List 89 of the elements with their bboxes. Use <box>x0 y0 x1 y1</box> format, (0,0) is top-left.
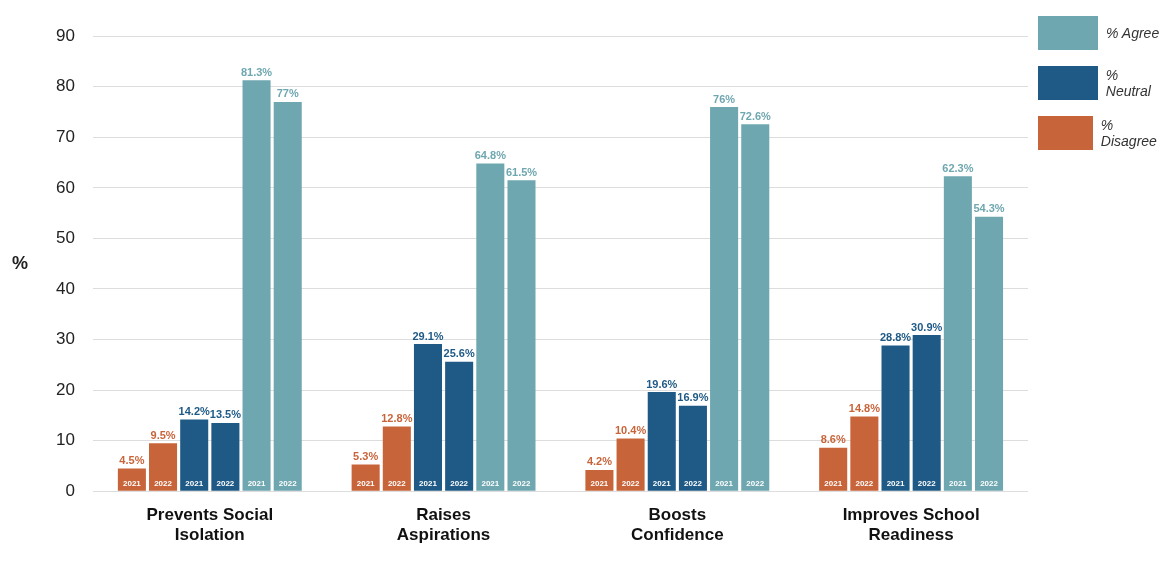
text: 2022 <box>512 478 531 488</box>
text: 2022 <box>216 478 235 488</box>
text: 2021 <box>247 478 266 488</box>
y-tick-label: 20 <box>55 379 75 399</box>
data-label: 54.3% <box>973 202 1005 215</box>
text: 2022 <box>387 478 406 488</box>
annotation: 2022 <box>154 478 173 488</box>
bar <box>445 361 474 491</box>
bar <box>741 124 770 491</box>
bar <box>616 438 645 491</box>
data-label: 64.8% <box>474 149 507 162</box>
text: 2021 <box>419 478 437 488</box>
y-tick-label: 10 <box>55 430 75 450</box>
text: 2022 <box>855 478 874 488</box>
y-tick-label: 90 <box>55 25 75 45</box>
y-tick-label: 80 <box>55 76 75 96</box>
y-tick-label: 40 <box>55 278 75 298</box>
text: 2022 <box>746 478 765 488</box>
x-tick-label: Boosts Confidence <box>631 505 724 545</box>
bar <box>413 344 443 491</box>
bar <box>211 422 240 491</box>
data-label: 14.2% <box>178 404 211 417</box>
data-label: 72.6% <box>739 109 772 122</box>
text: 2021 <box>948 478 967 488</box>
bar <box>678 405 707 491</box>
y-tick-label: 70 <box>55 127 75 146</box>
text: 2021 <box>356 478 375 488</box>
bar <box>819 447 848 491</box>
y-tick-label: 0 <box>65 480 75 500</box>
data-label: 4.2% <box>586 455 613 468</box>
text: % Agree <box>1106 25 1160 41</box>
data-label: 25.6% <box>443 347 475 360</box>
data-label: 8.6% <box>820 433 846 446</box>
data-label: 62.3% <box>942 161 974 174</box>
bar <box>850 416 879 491</box>
data-label: 61.5% <box>505 165 538 178</box>
data-label: 76% <box>713 92 736 105</box>
text: 2021 <box>715 478 733 488</box>
bar <box>149 443 178 491</box>
data-label: 81.3% <box>240 65 273 78</box>
bar <box>647 392 676 491</box>
bar <box>273 101 302 491</box>
y-tick-label: 30 <box>55 329 75 349</box>
bar <box>242 80 271 491</box>
data-label: 30.9% <box>911 320 943 333</box>
bar <box>507 180 536 491</box>
data-label: 10.4% <box>614 424 647 437</box>
text: 2021 <box>886 478 905 488</box>
text: 2022 <box>980 478 998 488</box>
bar <box>382 426 411 491</box>
bar <box>117 468 146 491</box>
text: % Neutral <box>1105 67 1152 99</box>
x-tick-label: Raises Aspirations <box>396 505 491 545</box>
x-tick-label: Prevents Social Isolation <box>146 505 274 545</box>
text: 2022 <box>278 478 297 488</box>
bar <box>710 106 739 491</box>
data-label: 9.5% <box>150 428 176 441</box>
data-label: 5.3% <box>353 449 379 462</box>
data-label: 77% <box>276 87 299 100</box>
text: 2021 <box>652 478 671 488</box>
text: 2022 <box>684 478 702 488</box>
annotation: 2021 <box>122 478 142 488</box>
bar <box>912 334 941 491</box>
data-label: 16.9% <box>677 391 709 404</box>
data-label: 19.6% <box>646 377 678 390</box>
text: 2021 <box>590 478 609 488</box>
bar <box>180 419 209 491</box>
text: % Disagree <box>1100 117 1158 149</box>
text: 2022 <box>917 478 936 488</box>
y-tick-label: 50 <box>55 228 75 248</box>
text: 2022 <box>621 478 640 488</box>
text: 2022 <box>450 478 469 488</box>
data-label: 12.8% <box>381 412 413 425</box>
text: 2021 <box>481 478 500 488</box>
bar <box>943 176 972 491</box>
y-tick-label: 60 <box>55 177 75 197</box>
bar <box>881 345 910 491</box>
text: 2021 <box>824 478 843 488</box>
y-axis-title: % <box>12 252 29 273</box>
data-label: 28.8% <box>879 331 912 344</box>
bar <box>476 163 505 491</box>
x-tick-label: Improves School Readiness <box>842 505 980 545</box>
bar <box>975 216 1004 491</box>
bar <box>351 464 380 491</box>
text: 2021 <box>185 478 204 488</box>
data-label: 14.8% <box>848 401 881 414</box>
data-label: 29.1% <box>412 329 444 342</box>
data-label: 13.5% <box>209 408 242 421</box>
data-label: 4.5% <box>119 453 145 466</box>
